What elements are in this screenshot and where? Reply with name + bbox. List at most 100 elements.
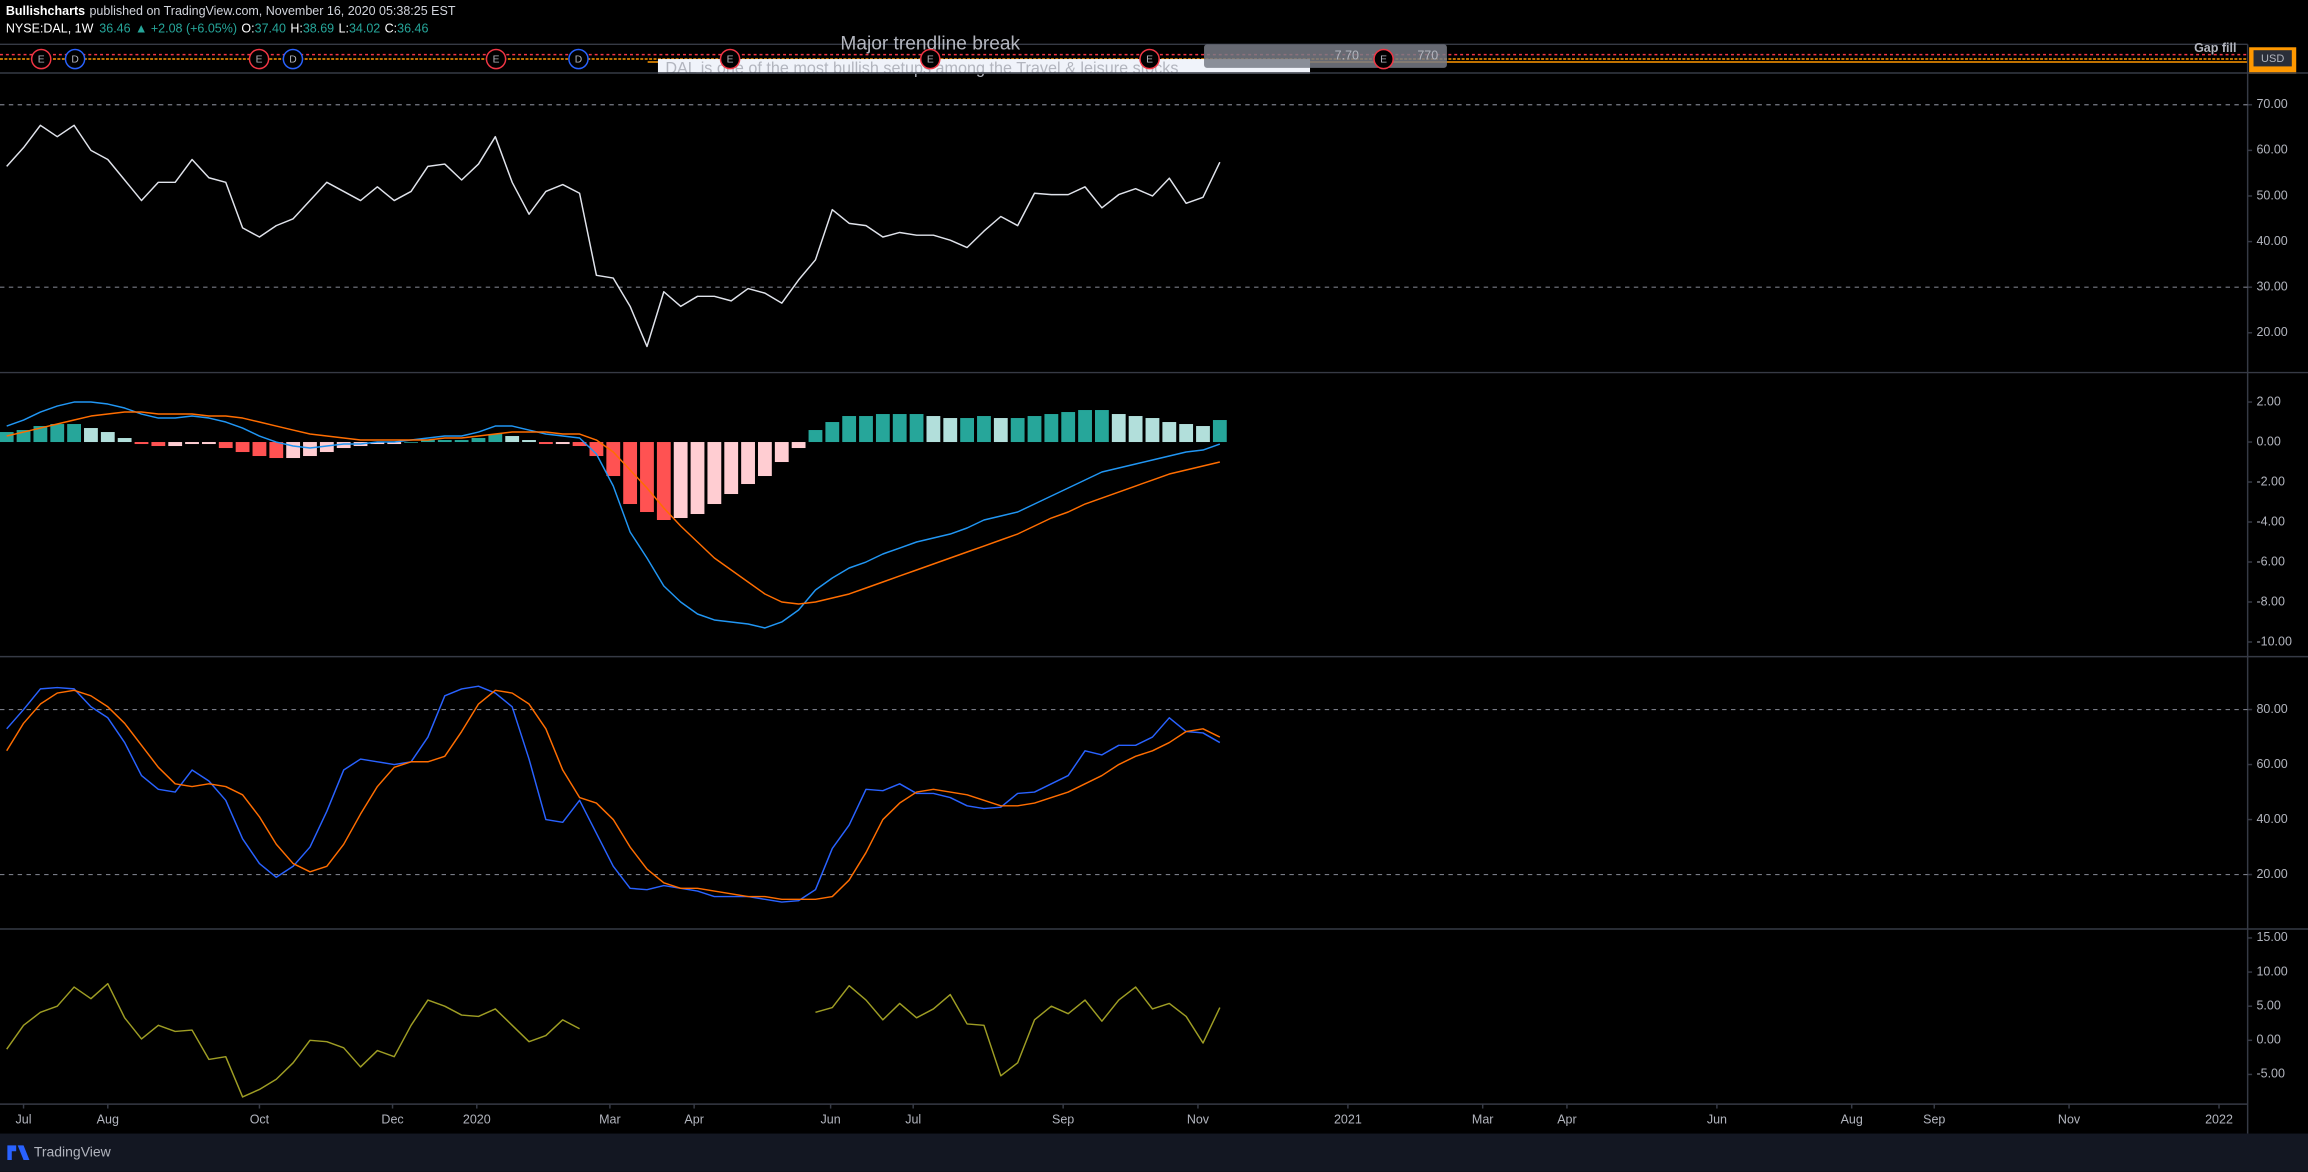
- series-line: [6, 401, 1221, 629]
- series-line: [6, 124, 1221, 348]
- x-tick-label: Oct: [250, 1113, 270, 1127]
- x-tick-label: Mar: [599, 1113, 621, 1127]
- event-marker: [919, 48, 941, 70]
- histogram-bar: [370, 442, 385, 445]
- y-tick-label: 40.00: [2256, 812, 2287, 826]
- y-tick-label: 60.00: [2256, 757, 2287, 771]
- histogram-bar: [421, 440, 435, 443]
- histogram-bar: [33, 426, 48, 443]
- histogram-bar: [218, 442, 233, 449]
- histogram-bar: [1027, 416, 1042, 443]
- histogram-bar: [185, 442, 199, 445]
- y-tick-label: 70.00: [2256, 97, 2287, 111]
- x-tick-label: Jun: [1707, 1113, 1727, 1127]
- x-tick-label: Sep: [1923, 1113, 1945, 1127]
- histogram-bar: [875, 414, 890, 443]
- histogram-bar: [724, 442, 739, 495]
- histogram-bar: [1128, 416, 1143, 443]
- histogram-bar: [977, 416, 991, 443]
- histogram-bar: [1179, 424, 1194, 443]
- histogram-bar: [606, 442, 621, 477]
- event-label: E: [1380, 55, 1387, 66]
- histogram-bar: [690, 442, 705, 515]
- histogram-bar: [1078, 410, 1092, 443]
- histogram-bar: [84, 428, 98, 443]
- published: published on TradingView.com, November 1…: [89, 4, 455, 18]
- histogram-bar: [589, 442, 604, 457]
- series-line: [6, 685, 1221, 903]
- histogram-bar: [943, 418, 958, 443]
- histogram-bar: [100, 432, 115, 443]
- histogram-bar: [168, 442, 183, 447]
- y-tick-label: -10.00: [2256, 634, 2291, 648]
- histogram-bar: [791, 442, 806, 449]
- y-tick-label: 15.00: [2256, 930, 2287, 944]
- y-tick-label: -5.00: [2256, 1067, 2285, 1081]
- histogram-bar: [117, 438, 132, 443]
- y-tick-label: -4.00: [2256, 514, 2285, 528]
- histogram-bar: [572, 442, 587, 447]
- event-label: E: [927, 55, 934, 66]
- histogram-bar: [303, 442, 317, 457]
- event-marker: [248, 48, 270, 70]
- histogram-bar: [1061, 412, 1076, 443]
- y-tick-label: -6.00: [2256, 554, 2285, 568]
- annotation: Major trendline break: [840, 33, 1020, 54]
- y-tick-label: -2.00: [2256, 474, 2285, 488]
- histogram-bar: [825, 422, 840, 443]
- symbol: NYSE:DAL, 1W: [6, 22, 94, 36]
- histogram-bar: [774, 442, 789, 463]
- event-marker: [719, 48, 741, 70]
- price-change: ▲ +2.08 (+6.05%): [135, 22, 237, 36]
- histogram-bar: [808, 430, 823, 443]
- x-tick-label: Jul: [16, 1113, 32, 1127]
- event-label: E: [493, 55, 500, 66]
- x-tick-label: Nov: [2058, 1113, 2081, 1127]
- brand: TradingView: [34, 1143, 112, 1159]
- histogram-bar: [1145, 418, 1160, 443]
- event-label: E: [38, 55, 45, 66]
- histogram-bar: [0, 432, 14, 443]
- histogram-bar: [623, 442, 638, 505]
- ohlc-value: 38.69: [303, 22, 334, 36]
- x-tick-label: 2021: [1334, 1113, 1362, 1127]
- histogram-bar: [454, 440, 469, 443]
- event-marker: [485, 48, 507, 70]
- histogram-bar: [404, 442, 418, 443]
- event-marker: [1139, 48, 1160, 70]
- ohlc-label: C:: [385, 22, 397, 36]
- histogram-bar: [1044, 414, 1059, 443]
- histogram-bar: [640, 442, 654, 513]
- histogram-bar: [50, 424, 65, 443]
- x-tick-label: Aug: [97, 1113, 119, 1127]
- y-tick-label: 30.00: [2256, 279, 2287, 293]
- series-line: [6, 689, 1221, 901]
- histogram-bar: [1196, 426, 1210, 443]
- histogram-bar: [538, 442, 553, 445]
- histogram-bar: [741, 442, 755, 485]
- histogram-bar: [842, 416, 857, 443]
- event-label: E: [727, 55, 734, 66]
- histogram-bar: [252, 442, 267, 457]
- histogram-bar: [1162, 422, 1177, 443]
- histogram-bar: [319, 442, 334, 453]
- y-tick-label: 20.00: [2256, 867, 2287, 881]
- histogram-bar: [488, 434, 503, 443]
- histogram-bar: [1094, 410, 1109, 443]
- event-marker: [30, 48, 52, 70]
- y-tick-label: 80.00: [2256, 702, 2287, 716]
- header-line: Bullishcharts published on TradingView.co…: [6, 4, 456, 18]
- histogram-bar: [1212, 420, 1227, 443]
- histogram-bar: [522, 440, 536, 443]
- ohlc-label: L:: [339, 22, 349, 36]
- event-label: E: [1146, 55, 1153, 66]
- x-tick-label: Apr: [1557, 1113, 1576, 1127]
- x-tick-label: Mar: [1472, 1113, 1494, 1127]
- histogram-bar: [555, 442, 570, 445]
- histogram-bar: [134, 442, 149, 445]
- histogram-bar: [151, 442, 166, 447]
- histogram-bar: [201, 442, 216, 445]
- ohlc-value: 36.46: [397, 22, 428, 36]
